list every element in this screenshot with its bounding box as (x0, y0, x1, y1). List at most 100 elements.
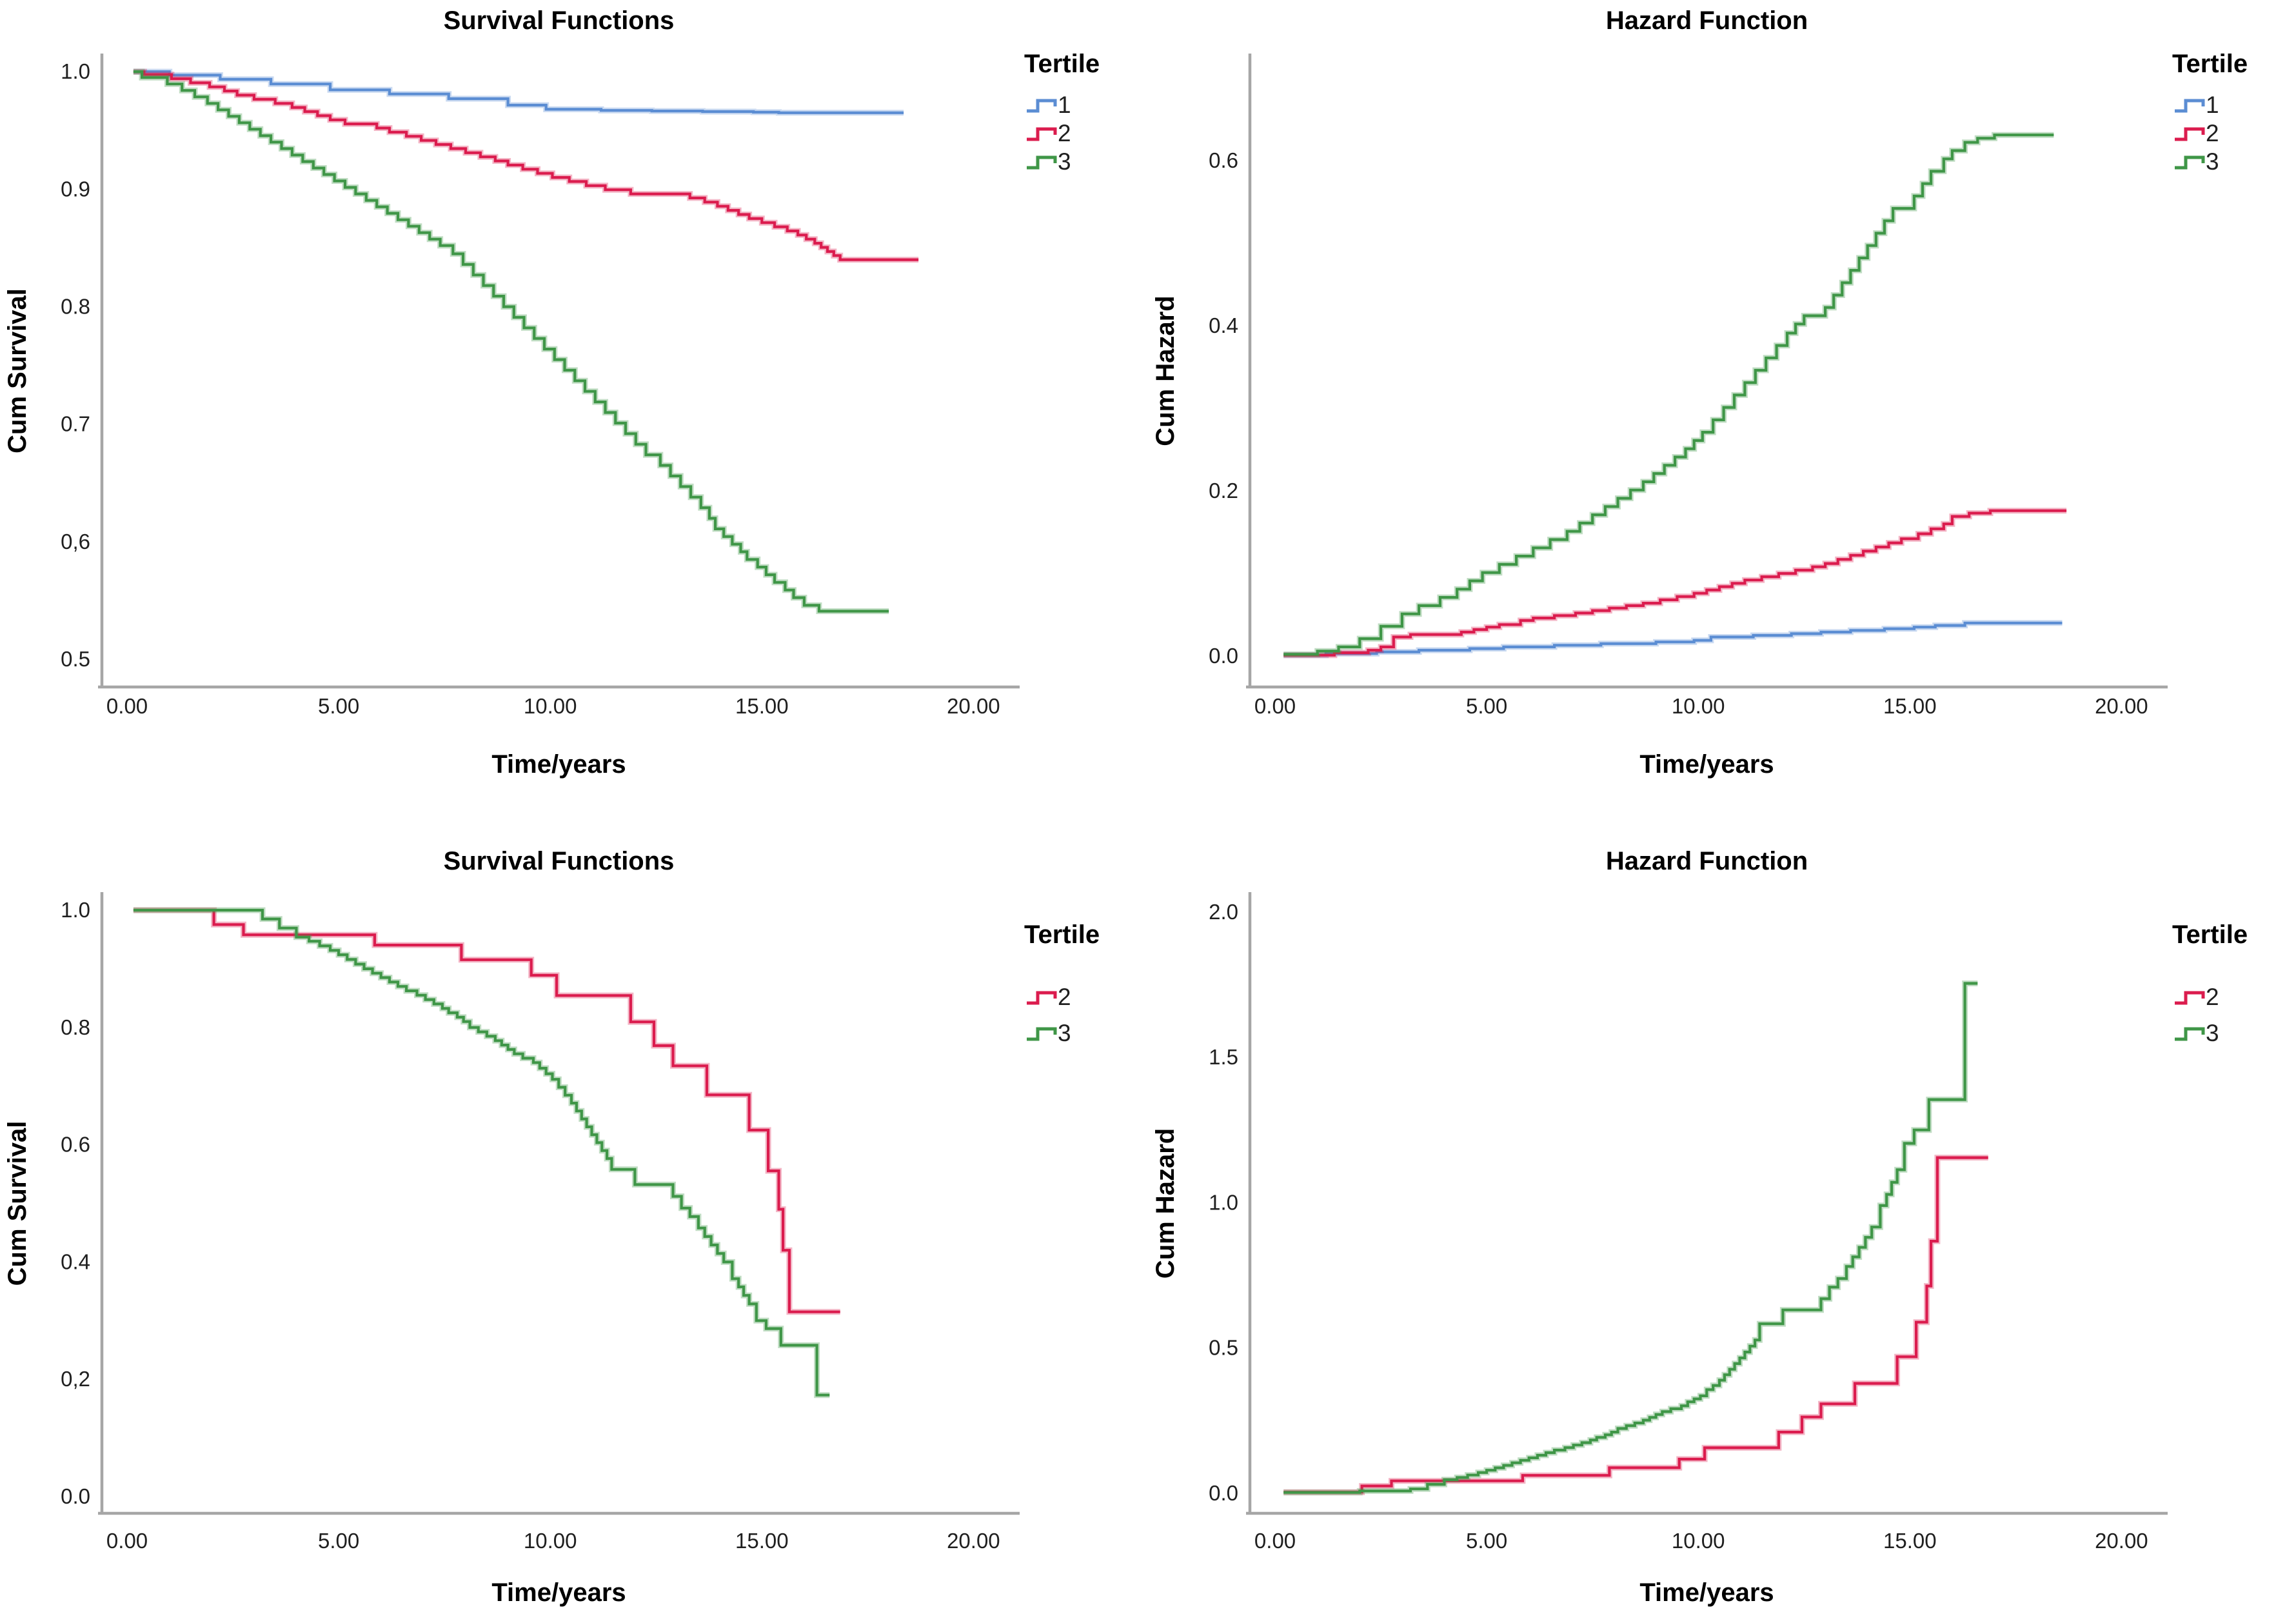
x-tick-label: 10.00 (1672, 1529, 1725, 1553)
y-tick-label: 0.0 (1209, 644, 1238, 668)
y-tick-label: 0.9 (61, 177, 90, 201)
legend-swatch-step-icon (1027, 127, 1057, 141)
y-tick-label: 1.0 (61, 898, 90, 922)
x-axis-title: Time/years (1639, 750, 1774, 779)
legend-swatch-step-icon (1027, 1027, 1057, 1041)
series-halo-tertile-2 (1283, 508, 2067, 659)
x-tick-label: 0.00 (106, 1529, 148, 1553)
y-tick-label: 0.5 (1209, 1336, 1238, 1360)
series-halo-tertile-3 (1283, 132, 2054, 657)
panel-hazard-3tertiles: Hazard Function 0.6 0.4 0.2 0.0 0.00 5.00 10.00… (1148, 0, 2296, 806)
legend-swatch-step-icon (2175, 99, 2205, 113)
series-tertile-2 (133, 908, 840, 1313)
panel-hazard-2tertiles: Hazard Function 2.0 1.5 1.0 0.5 0.0 0.00 5.00 10… (1148, 806, 2296, 1612)
y-tick-label: 0,2 (61, 1367, 90, 1391)
y-tick-label: 0.6 (1209, 148, 1238, 172)
legend-swatch-step-icon (1027, 99, 1057, 113)
x-tick-label: 15.00 (1883, 694, 1937, 718)
chart-title: Hazard Function (1606, 847, 1808, 875)
x-tick-label: 20.00 (947, 1529, 1000, 1553)
legend-swatch-step-icon (2175, 155, 2205, 170)
series-halo-tertile-3 (1283, 980, 1978, 1496)
legend-item-label: 2 (2206, 120, 2219, 146)
legend-swatch-step-icon (2175, 1027, 2205, 1041)
series-tertile-3 (1283, 982, 1978, 1494)
x-tick-label: 10.00 (524, 694, 577, 718)
x-axis-title: Time/years (491, 1578, 626, 1607)
y-axis-title: Cum Survival (3, 1121, 32, 1286)
legend-item-label: 2 (2206, 984, 2219, 1010)
legend-title: Tertile (2172, 50, 2248, 78)
x-tick-label: 20.00 (2095, 1529, 2148, 1553)
y-axis-title: Cum Hazard (1151, 1128, 1180, 1279)
series-halo-tertile-2 (133, 68, 919, 263)
y-axis-title: Cum Hazard (1151, 295, 1180, 446)
chart-title: Survival Functions (444, 6, 675, 35)
legend-title: Tertile (2172, 920, 2248, 949)
legend-item-label: 2 (1058, 120, 1071, 146)
x-tick-label: 5.00 (1466, 694, 1507, 718)
y-tick-label: 0.8 (61, 1015, 90, 1039)
y-tick-label: 0.4 (1209, 313, 1238, 337)
chart-title: Hazard Function (1606, 6, 1808, 35)
x-tick-label: 20.00 (2095, 694, 2148, 718)
x-tick-label: 5.00 (318, 1529, 359, 1553)
y-tick-label: 0.4 (61, 1249, 90, 1273)
legend-swatch-step-icon (2175, 127, 2205, 141)
series-tertile-1 (133, 70, 904, 114)
x-tick-label: 10.00 (1672, 694, 1725, 718)
series-halo-tertile-2 (133, 907, 840, 1315)
x-tick-label: 5.00 (1466, 1529, 1507, 1553)
series-halo-tertile-1 (133, 68, 904, 116)
x-tick-label: 0.00 (106, 694, 148, 718)
x-tick-label: 0.00 (1254, 694, 1296, 718)
legend-swatch-step-icon (2175, 991, 2205, 1005)
x-tick-label: 10.00 (524, 1529, 577, 1553)
y-axis-title: Cum Survival (3, 288, 32, 453)
legend-item-label: 3 (2206, 148, 2219, 175)
y-tick-label: 0.2 (1209, 479, 1238, 503)
chart-title: Survival Functions (444, 847, 675, 875)
legend-item-label: 1 (1058, 92, 1071, 118)
series-halo-tertile-3 (133, 907, 830, 1398)
y-tick-label: 1.0 (1209, 1190, 1238, 1214)
legend-title: Tertile (1024, 50, 1100, 78)
series-halo-tertile-3 (133, 68, 889, 614)
legend-item-label: 1 (2206, 92, 2219, 118)
x-tick-label: 15.00 (735, 694, 789, 718)
panel-survival-3tertiles: Survival Functions 1.0 0.9 0.8 0.7 0,6 0.5 0.00… (0, 0, 1148, 806)
legend-item-label: 3 (2206, 1020, 2219, 1046)
legend-swatch-step-icon (1027, 155, 1057, 170)
series-tertile-3 (1283, 134, 2054, 656)
legend-swatch-step-icon (1027, 991, 1057, 1005)
series-tertile-2 (133, 70, 919, 261)
series-tertile-3 (133, 70, 889, 613)
chart-hazard-3tertiles: Hazard Function 0.6 0.4 0.2 0.0 0.00 5.00 10.00… (1151, 6, 2248, 779)
legend-item-label: 2 (1058, 984, 1071, 1010)
panel-survival-2tertiles: Survival Functions 1.0 0.8 0.6 0.4 0,2 0.0 0.00… (0, 806, 1148, 1612)
x-axis-title: Time/years (1639, 1578, 1774, 1607)
series-tertile-2 (1283, 1156, 1988, 1494)
x-tick-label: 0.00 (1254, 1529, 1296, 1553)
y-tick-label: 0.8 (61, 295, 90, 319)
x-tick-label: 20.00 (947, 694, 1000, 718)
legend-item-label: 3 (1058, 1020, 1071, 1046)
y-tick-label: 2.0 (1209, 900, 1238, 924)
chart-hazard-2tertiles: Hazard Function 2.0 1.5 1.0 0.5 0.0 0.00 5.00 10… (1151, 847, 2248, 1607)
x-tick-label: 5.00 (318, 694, 359, 718)
y-tick-label: 0.5 (61, 647, 90, 671)
y-tick-label: 1.0 (61, 59, 90, 83)
y-tick-label: 0.0 (61, 1484, 90, 1508)
legend-item-label: 3 (1058, 148, 1071, 175)
x-tick-label: 15.00 (735, 1529, 789, 1553)
chart-survival-3tertiles: Survival Functions 1.0 0.9 0.8 0.7 0,6 0.5 0.00… (3, 6, 1100, 779)
y-tick-label: 0.0 (1209, 1481, 1238, 1505)
x-tick-label: 15.00 (1883, 1529, 1937, 1553)
y-tick-label: 1.5 (1209, 1045, 1238, 1069)
series-tertile-3 (133, 908, 830, 1397)
series-tertile-1 (1283, 621, 2063, 657)
series-tertile-2 (1283, 509, 2067, 657)
y-tick-label: 0,6 (61, 530, 90, 553)
x-axis-title: Time/years (491, 750, 626, 779)
